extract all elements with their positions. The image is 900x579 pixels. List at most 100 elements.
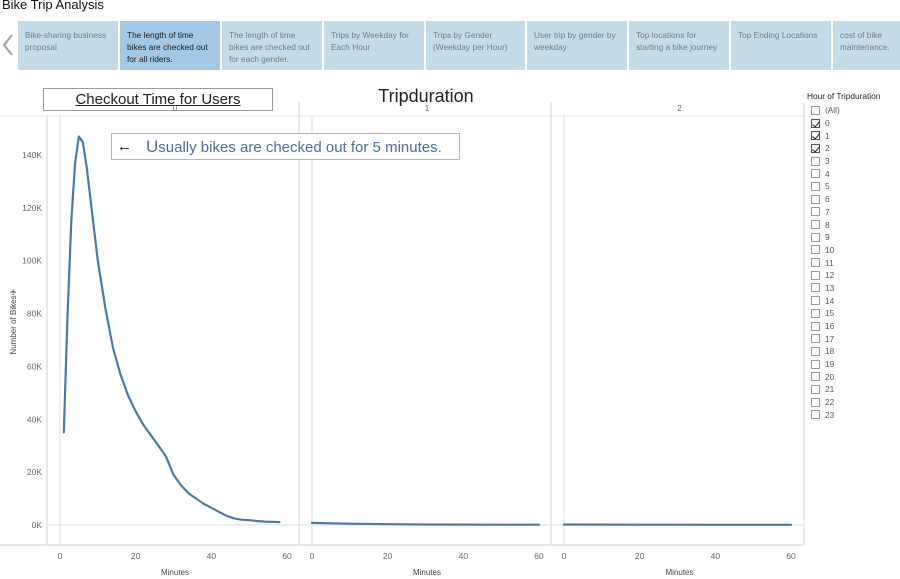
story-prev-button[interactable] [0, 31, 16, 59]
filter-checkbox[interactable] [811, 169, 820, 179]
filter-item-18[interactable]: 18 [807, 345, 900, 358]
filter-item-12[interactable]: 12 [807, 269, 900, 282]
filter-item-9[interactable]: 9 [807, 231, 900, 244]
filter-item-13[interactable]: 13 [807, 282, 900, 295]
filter-checkbox[interactable] [811, 321, 820, 331]
story-tab-1[interactable]: Bike-sharing business proposal [18, 21, 118, 70]
filter-item-label: 2 [825, 143, 830, 154]
story-tab-8[interactable]: Top Ending Locations [731, 21, 831, 70]
filter-item-8[interactable]: 8 [807, 218, 900, 231]
x-tick-label: 20 [383, 551, 393, 561]
sort-icon: ✈ [9, 288, 18, 295]
filter-item-label: 14 [825, 295, 835, 306]
x-tick-label: 40 [459, 551, 469, 561]
filter-item-7[interactable]: 7 [807, 206, 900, 219]
filter-item-label: 19 [825, 359, 835, 370]
filter-item-label: 3 [825, 156, 830, 167]
filter-item-11[interactable]: 11 [807, 256, 900, 269]
filter-item-0[interactable]: 0 [807, 117, 900, 130]
x-tick-label: 0 [58, 551, 63, 561]
story-tab-3[interactable]: The length of time bikes are checked out… [222, 21, 322, 70]
filter-checkbox[interactable] [811, 156, 820, 166]
filter-item-21[interactable]: 21 [807, 383, 900, 396]
filter-checkbox[interactable] [811, 384, 820, 394]
filter-checkbox[interactable] [811, 270, 820, 280]
story-tab-7[interactable]: Top locations for starting a bike journe… [629, 21, 729, 70]
filter-item-1[interactable]: 1 [807, 129, 900, 142]
filter-checkbox[interactable] [811, 334, 820, 344]
filter-checkbox[interactable] [811, 245, 820, 255]
filter-checkbox[interactable] [811, 296, 820, 306]
filter-item-3[interactable]: 3 [807, 155, 900, 168]
hour-filter: Hour of Tripduration (All) 0 1 2 3 4 5 6 7 8 9 10 11… [807, 91, 900, 421]
arrow-left-icon: ← [117, 138, 132, 155]
filter-item-2[interactable]: 2 [807, 142, 900, 155]
x-tick-label: 40 [207, 551, 217, 561]
x-tick-label: 20 [131, 551, 141, 561]
filter-item-15[interactable]: 15 [807, 307, 900, 320]
story-tab-4[interactable]: Trips by Weekday for Each Hour [324, 21, 424, 70]
filter-item-16[interactable]: 16 [807, 320, 900, 333]
app-title: Bike Trip Analysis [2, 0, 104, 12]
filter-item-all[interactable]: (All) [807, 104, 900, 117]
filter-checkbox[interactable] [811, 105, 820, 115]
filter-title: Hour of Tripduration [807, 91, 881, 101]
filter-checkbox[interactable] [811, 194, 820, 204]
filter-item-label: 18 [825, 346, 835, 357]
filter-checkbox[interactable] [811, 131, 820, 141]
filter-checkbox[interactable] [811, 143, 820, 153]
filter-checkbox[interactable] [811, 207, 820, 217]
story-tab-2[interactable]: The length of time bikes are checked out… [120, 21, 220, 70]
chevron-left-icon [2, 34, 13, 56]
filter-checkbox[interactable] [811, 220, 820, 230]
filter-item-label: 13 [825, 282, 835, 293]
filter-item-label: 8 [825, 219, 830, 230]
x-tick-label: 60 [786, 551, 796, 561]
story-tab-9[interactable]: cost of bike maintenance. [833, 21, 900, 70]
panel-label: 1 [425, 104, 430, 113]
story-tab-6[interactable]: User trip by gender by weekday [527, 21, 627, 70]
filter-item-6[interactable]: 6 [807, 193, 900, 206]
filter-checkbox[interactable] [811, 359, 820, 369]
annotation-text: sually bikes are checked out for 5 minut… [158, 139, 442, 156]
filter-item-17[interactable]: 17 [807, 332, 900, 345]
filter-item-label: 21 [825, 384, 835, 395]
series-line-panel-1 [310, 521, 541, 526]
story-tab-5[interactable]: Trips by Gender (Weekday per Hour) [426, 21, 525, 70]
filter-item-label: 0 [825, 118, 830, 129]
filter-checkbox[interactable] [811, 118, 820, 128]
filter-checkbox[interactable] [811, 283, 820, 293]
filter-item-label: 22 [825, 397, 835, 408]
filter-checkbox[interactable] [811, 308, 820, 318]
filter-checkbox[interactable] [811, 232, 820, 242]
y-tick-label: 120K [22, 203, 42, 213]
filter-checkbox[interactable] [811, 397, 820, 407]
filter-item-20[interactable]: 20 [807, 370, 900, 383]
filter-item-5[interactable]: 5 [807, 180, 900, 193]
chart-title: Tripduration [378, 86, 474, 106]
filter-item-4[interactable]: 4 [807, 167, 900, 180]
y-axis-title: Number of Bikes [9, 295, 18, 354]
x-tick-label: 60 [282, 551, 292, 561]
filter-item-22[interactable]: 22 [807, 396, 900, 409]
filter-item-label: 15 [825, 308, 835, 319]
filter-item-14[interactable]: 14 [807, 294, 900, 307]
filter-item-23[interactable]: 23 [807, 409, 900, 422]
series-line-panel-0 [62, 135, 281, 524]
filter-item-label: 16 [825, 321, 835, 332]
filter-item-label: 23 [825, 409, 835, 420]
filter-item-label: 10 [825, 244, 835, 255]
x-tick-label: 40 [711, 551, 721, 561]
filter-item-label: 7 [825, 206, 830, 217]
x-axis-title: Minutes [413, 568, 441, 577]
filter-checkbox[interactable] [811, 346, 820, 356]
filter-checkbox[interactable] [811, 372, 820, 382]
filter-item-label: 12 [825, 270, 835, 281]
filter-checkbox[interactable] [811, 410, 820, 420]
filter-checkbox[interactable] [811, 258, 820, 268]
filter-checkbox[interactable] [811, 181, 820, 191]
filter-item-19[interactable]: 19 [807, 358, 900, 371]
filter-item-10[interactable]: 10 [807, 244, 900, 257]
annotation-initial: U [146, 137, 159, 156]
